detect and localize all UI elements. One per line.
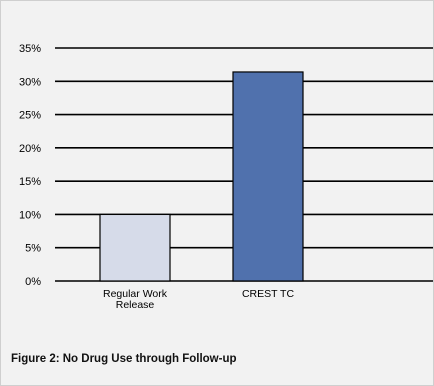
- y-tick-label: 5%: [25, 243, 41, 255]
- bar: [232, 71, 304, 282]
- y-tick-label: 10%: [19, 209, 41, 221]
- y-tick-label: 30%: [19, 76, 41, 88]
- y-tick-label: 25%: [19, 110, 41, 122]
- y-tick-label: 35%: [19, 43, 41, 55]
- y-tick-labels: 0% 5% 10% 15% 20% 25% 30% 35%: [19, 43, 41, 288]
- y-tick-label: 20%: [19, 143, 41, 155]
- bar: [99, 213, 171, 282]
- category-label: Release: [116, 299, 155, 311]
- y-tick-label: 0%: [25, 276, 41, 288]
- y-tick-label: 15%: [19, 176, 41, 188]
- category-label: CREST TC: [242, 288, 295, 300]
- category-label: Regular Work: [103, 288, 168, 300]
- figure-caption: Figure 2: No Drug Use through Follow-up: [11, 353, 237, 365]
- bars: [99, 71, 304, 282]
